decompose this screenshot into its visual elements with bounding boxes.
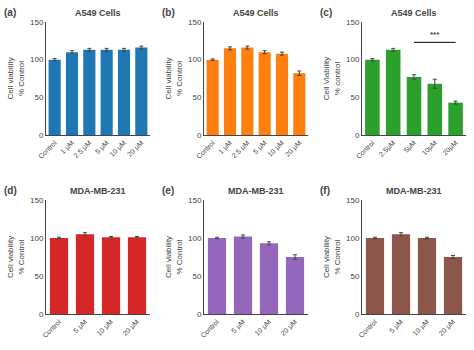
svg-text:10 μM: 10 μM <box>411 318 431 338</box>
svg-text:Cell viability% Control: Cell viability% Control <box>6 236 25 278</box>
svg-text:100: 100 <box>30 234 44 243</box>
svg-text:100: 100 <box>30 55 44 64</box>
svg-text:Cell viability% Control: Cell viability% Control <box>164 236 183 278</box>
svg-text:2.5 μM: 2.5 μM <box>230 139 251 160</box>
svg-text:150: 150 <box>188 196 202 205</box>
svg-text:100: 100 <box>346 55 360 64</box>
svg-text:100: 100 <box>188 234 202 243</box>
svg-text:5 μM: 5 μM <box>252 139 269 156</box>
svg-text:5 μM: 5 μM <box>388 318 405 335</box>
svg-text:0: 0 <box>355 131 360 140</box>
svg-text:0: 0 <box>197 131 202 140</box>
svg-text:(c): (c) <box>320 7 332 18</box>
svg-text:10 μM: 10 μM <box>253 318 273 338</box>
svg-text:A549 Cells: A549 Cells <box>75 8 121 18</box>
svg-text:Control: Control <box>41 318 62 339</box>
svg-text:0: 0 <box>39 131 44 140</box>
svg-text:Control: Control <box>37 139 58 160</box>
svg-text:20μM: 20μM <box>441 139 459 157</box>
svg-text:Cell viability% Control: Cell viability% Control <box>322 236 341 278</box>
svg-text:150: 150 <box>30 18 44 27</box>
svg-text:150: 150 <box>346 196 360 205</box>
svg-text:MDA-MB-231: MDA-MB-231 <box>70 186 126 196</box>
svg-text:20 μM: 20 μM <box>121 318 141 338</box>
svg-text:MDA-MB-231: MDA-MB-231 <box>228 186 284 196</box>
svg-text:5μM: 5μM <box>402 139 418 155</box>
svg-text:20 μM: 20 μM <box>284 139 304 159</box>
svg-text:50: 50 <box>34 272 43 281</box>
svg-text:2.5 μM: 2.5 μM <box>72 139 93 160</box>
svg-text:10 μM: 10 μM <box>95 318 115 338</box>
svg-text:2.5μM: 2.5μM <box>378 139 398 159</box>
svg-text:20 μM: 20 μM <box>437 318 457 338</box>
svg-text:50: 50 <box>192 272 201 281</box>
svg-text:50: 50 <box>192 93 201 102</box>
svg-text:Cell viability% Control: Cell viability% Control <box>164 57 183 99</box>
svg-text:20 μM: 20 μM <box>279 318 299 338</box>
svg-text:100: 100 <box>188 55 202 64</box>
svg-text:5 μM: 5 μM <box>230 318 247 335</box>
svg-text:20 μM: 20 μM <box>126 139 146 159</box>
svg-text:150: 150 <box>30 196 44 205</box>
svg-text:(a): (a) <box>4 7 16 18</box>
svg-text:***: *** <box>430 30 440 39</box>
svg-text:10 μM: 10 μM <box>266 139 286 159</box>
svg-text:10μM: 10μM <box>421 139 439 157</box>
svg-text:(b): (b) <box>162 7 175 18</box>
svg-text:0: 0 <box>197 310 202 319</box>
svg-text:5 μM: 5 μM <box>72 318 89 335</box>
svg-text:Cell Viability% control: Cell Viability% control <box>322 57 341 100</box>
svg-text:Control: Control <box>199 318 220 339</box>
svg-text:A549 Cells: A549 Cells <box>391 8 437 18</box>
svg-text:1 μM: 1 μM <box>217 139 234 156</box>
svg-text:Control: Control <box>195 139 216 160</box>
svg-text:50: 50 <box>34 93 43 102</box>
svg-text:150: 150 <box>346 18 360 27</box>
svg-text:Control: Control <box>355 139 376 160</box>
svg-text:Cell viability% Control: Cell viability% Control <box>6 57 25 99</box>
svg-text:0: 0 <box>355 310 360 319</box>
svg-text:A549 Cells: A549 Cells <box>233 8 279 18</box>
svg-text:1 μM: 1 μM <box>59 139 76 156</box>
svg-text:(d): (d) <box>4 185 17 196</box>
svg-text:0: 0 <box>39 310 44 319</box>
svg-text:50: 50 <box>350 93 359 102</box>
svg-text:Control: Control <box>357 318 378 339</box>
svg-text:5 μM: 5 μM <box>94 139 111 156</box>
svg-text:(e): (e) <box>162 185 174 196</box>
svg-text:MDA-MB-231: MDA-MB-231 <box>386 186 442 196</box>
svg-text:100: 100 <box>346 234 360 243</box>
svg-text:10 μM: 10 μM <box>108 139 128 159</box>
svg-text:50: 50 <box>350 272 359 281</box>
svg-text:(f): (f) <box>320 185 330 196</box>
svg-text:150: 150 <box>188 18 202 27</box>
